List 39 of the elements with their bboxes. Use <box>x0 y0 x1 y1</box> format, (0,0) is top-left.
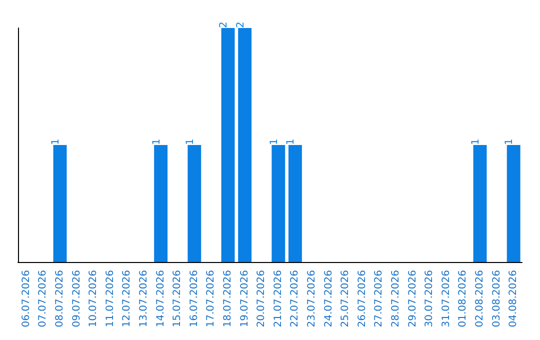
x-tick-label: 26.07.2026 <box>356 270 368 328</box>
x-tick-label: 31.07.2026 <box>440 270 452 328</box>
x-tick-label: 20.07.2026 <box>256 270 268 328</box>
x-tick-label: 12.07.2026 <box>122 270 133 328</box>
x-tick-label: 29.07.2026 <box>407 270 418 328</box>
x-tick-label: 09.07.2026 <box>71 270 82 328</box>
data-label: 1 <box>268 138 280 145</box>
x-tick-label: 10.07.2026 <box>88 270 100 328</box>
x-tick-label: 03.08.2026 <box>491 270 502 328</box>
x-tick-label: 19.07.2026 <box>239 270 250 328</box>
x-tick-label: 15.07.2026 <box>172 270 184 328</box>
x-tick-label: 23.07.2026 <box>306 270 318 328</box>
x-tick-label: 16.07.2026 <box>188 270 200 328</box>
data-label: 1 <box>50 138 62 145</box>
x-tick-label: 22.07.2026 <box>290 270 301 328</box>
x-tick-label: 27.07.2026 <box>374 270 385 328</box>
x-tick-label: 08.07.2026 <box>54 270 66 328</box>
x-tick-label: 17.07.2026 <box>206 270 217 328</box>
x-tick-label: 02.08.2026 <box>474 270 486 328</box>
x-tick-label: 04.08.2026 <box>508 270 520 328</box>
x-tick-label: 06.07.2026 <box>20 270 32 328</box>
x-tick-label: 28.07.2026 <box>390 270 402 328</box>
x-tick-label: 14.07.2026 <box>155 270 166 328</box>
data-label: 1 <box>151 138 162 145</box>
x-tick-label: 13.07.2026 <box>138 270 150 328</box>
x-tick-label: 25.07.2026 <box>340 270 352 328</box>
data-label: 1 <box>286 138 297 145</box>
x-tick-label: 18.07.2026 <box>222 270 234 328</box>
data-label: 1 <box>184 138 196 145</box>
x-tick-label: 24.07.2026 <box>323 270 334 328</box>
x-tick-label: 07.07.2026 <box>38 270 49 328</box>
data-label: 1 <box>504 138 516 145</box>
x-tick-label: 21.07.2026 <box>272 270 284 328</box>
x-tick-label: 01.08.2026 <box>458 270 469 328</box>
data-label: 2 <box>218 22 230 28</box>
x-tick-label: 30.07.2026 <box>424 270 436 328</box>
x-tick-label: 11.07.2026 <box>104 270 116 328</box>
data-label: 1 <box>470 138 482 145</box>
data-label: 2 <box>235 22 246 28</box>
